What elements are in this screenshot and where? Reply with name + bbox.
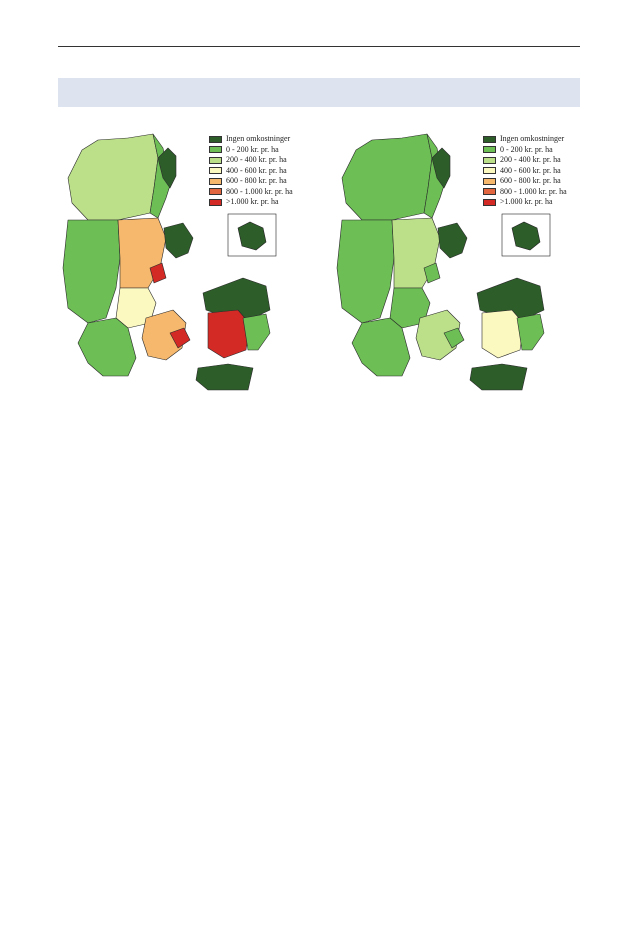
region-bornholm — [511, 221, 541, 251]
legend-label: Ingen omkostninger — [500, 134, 565, 143]
region-lolland-falster — [469, 363, 528, 391]
legend-swatch — [483, 177, 496, 185]
legend-item: >1.000 kr. pr. ha — [209, 197, 293, 208]
legend-label: 200 - 400 kr. pr. ha — [226, 155, 287, 164]
region-north-tip — [157, 147, 177, 189]
legend-swatch — [209, 188, 222, 196]
legend-item: 400 - 600 kr. pr. ha — [209, 166, 293, 177]
legend-swatch — [483, 156, 496, 164]
legend-item: >1.000 kr. pr. ha — [483, 197, 567, 208]
region-funen — [415, 309, 461, 361]
region-aarhus — [423, 262, 441, 284]
map-panel-right: Ingen omkostninger 0 - 200 kr. pr. ha 20… — [332, 128, 617, 398]
region-funen-east — [443, 327, 465, 349]
region-west-jutland — [62, 219, 121, 324]
legend-label: 400 - 600 kr. pr. ha — [226, 165, 287, 175]
legend-item: 0 - 200 kr. pr. ha — [483, 145, 567, 156]
legend-item: 600 - 800 kr. pr. ha — [483, 176, 567, 187]
legend-label: Ingen omkostninger — [226, 134, 291, 143]
legend-label: 0 - 200 kr. pr. ha — [226, 144, 279, 154]
legend-swatch — [209, 177, 222, 185]
region-south-jutland — [77, 317, 137, 377]
legend-item: 800 - 1.000 kr. pr. ha — [209, 187, 293, 198]
region-aarhus — [149, 262, 167, 284]
legend-label: 800 - 1.000 kr. pr. ha — [226, 186, 293, 196]
legend-swatch — [209, 135, 222, 143]
legend-label: 600 - 800 kr. pr. ha — [500, 176, 561, 185]
legend-swatch — [483, 146, 496, 154]
region-west-jutland — [336, 219, 395, 324]
region-djursland — [163, 222, 194, 259]
region-funen — [141, 309, 187, 361]
legend-item: Ingen omkostninger — [209, 134, 293, 145]
region-south-zealand — [516, 313, 545, 351]
legend-swatch — [483, 167, 496, 175]
legend-left: Ingen omkostninger 0 - 200 kr. pr. ha 20… — [209, 134, 293, 208]
legend-swatch — [209, 198, 222, 206]
header-rule — [58, 46, 580, 47]
legend-label: >1.000 kr. pr. ha — [226, 197, 279, 206]
region-djursland — [437, 222, 468, 259]
legend-label: 400 - 600 kr. pr. ha — [500, 165, 561, 175]
region-central-zealand — [207, 309, 251, 359]
region-north-zealand — [476, 277, 545, 319]
denmark-map-right — [336, 133, 551, 391]
legend-swatch — [209, 167, 222, 175]
denmark-map-left — [62, 133, 277, 391]
region-central-zealand — [481, 309, 525, 359]
legend-label: 800 - 1.000 kr. pr. ha — [500, 186, 567, 196]
region-south-zealand — [242, 313, 271, 351]
legend-swatch — [209, 146, 222, 154]
legend-item: 200 - 400 kr. pr. ha — [209, 155, 293, 166]
region-lolland-falster — [195, 363, 254, 391]
legend-label: >1.000 kr. pr. ha — [500, 197, 553, 206]
legend-swatch — [483, 188, 496, 196]
region-funen-east — [169, 327, 191, 349]
legend-item: Ingen omkostninger — [483, 134, 567, 145]
map-panel-left: Ingen omkostninger 0 - 200 kr. pr. ha 20… — [58, 128, 343, 398]
region-south-jutland — [351, 317, 411, 377]
region-north-jutland-west — [67, 133, 159, 221]
legend-item: 0 - 200 kr. pr. ha — [209, 145, 293, 156]
caption-band — [58, 78, 580, 107]
legend-swatch — [483, 135, 496, 143]
legend-swatch — [209, 156, 222, 164]
legend-label: 200 - 400 kr. pr. ha — [500, 155, 561, 164]
legend-item: 600 - 800 kr. pr. ha — [209, 176, 293, 187]
legend-label: 600 - 800 kr. pr. ha — [226, 176, 287, 185]
legend-label: 0 - 200 kr. pr. ha — [500, 144, 553, 154]
legend-item: 400 - 600 kr. pr. ha — [483, 166, 567, 177]
region-north-zealand — [202, 277, 271, 319]
legend-item: 800 - 1.000 kr. pr. ha — [483, 187, 567, 198]
legend-item: 200 - 400 kr. pr. ha — [483, 155, 567, 166]
legend-swatch — [483, 198, 496, 206]
legend-right: Ingen omkostninger 0 - 200 kr. pr. ha 20… — [483, 134, 567, 208]
region-north-jutland-west — [341, 133, 433, 221]
region-bornholm — [237, 221, 267, 251]
region-north-tip — [431, 147, 451, 189]
